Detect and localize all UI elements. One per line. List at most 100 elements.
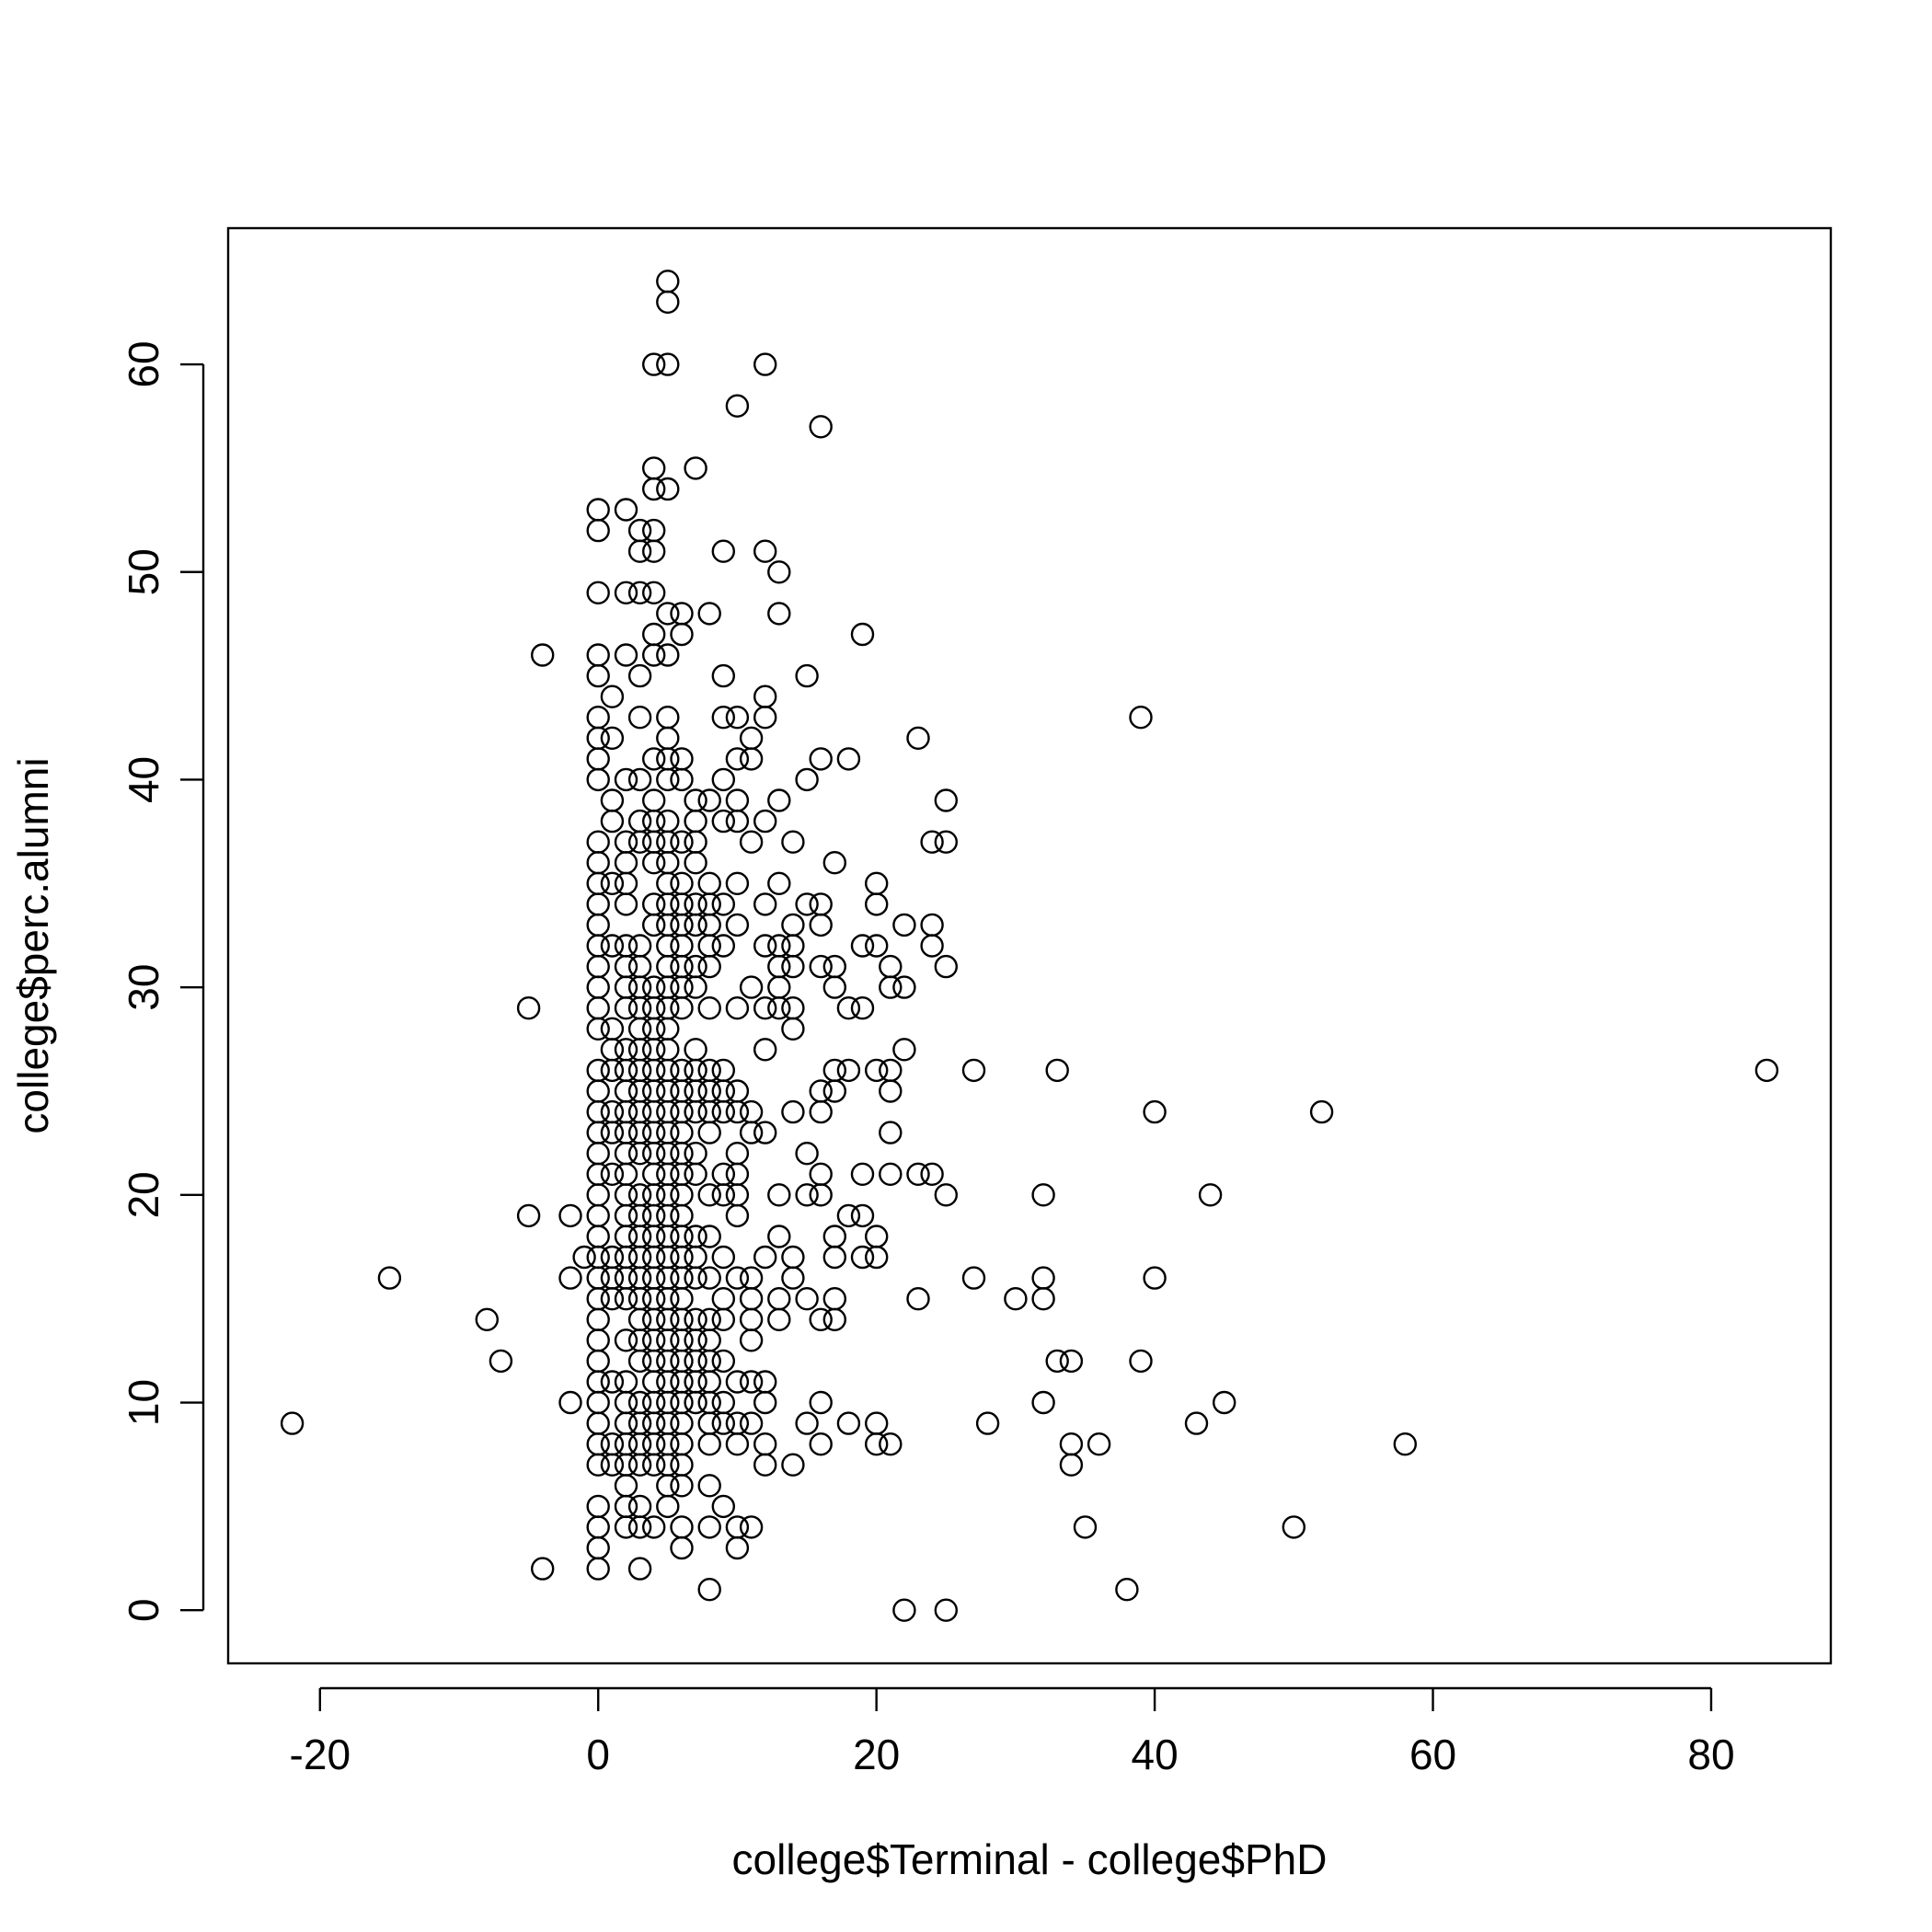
data-point	[489, 1349, 513, 1374]
data-point	[656, 352, 680, 376]
data-point	[795, 767, 819, 792]
data-point	[642, 643, 666, 667]
data-point	[767, 788, 791, 812]
data-point	[711, 1245, 735, 1270]
data-point	[850, 934, 875, 958]
data-point	[934, 788, 959, 812]
y-tick-label: 30	[120, 964, 167, 1011]
data-point	[781, 1099, 805, 1124]
data-point	[586, 1557, 610, 1581]
data-point	[558, 1390, 582, 1415]
data-point	[781, 830, 805, 854]
data-point	[711, 934, 735, 958]
data-point	[850, 995, 875, 1020]
data-point	[865, 1058, 889, 1083]
data-point	[684, 975, 707, 999]
data-point	[753, 809, 777, 834]
x-tick-label: 40	[1132, 1731, 1179, 1778]
data-point	[614, 1515, 638, 1539]
data-point	[614, 1328, 638, 1352]
data-point	[600, 1370, 625, 1394]
data-point	[600, 1058, 625, 1083]
data-point	[822, 851, 846, 875]
data-point	[600, 726, 625, 750]
data-point	[781, 954, 805, 979]
data-point	[767, 871, 791, 895]
data-point	[656, 1494, 680, 1519]
data-point	[1282, 1515, 1306, 1539]
data-point	[725, 1266, 750, 1290]
data-point	[1184, 1411, 1209, 1435]
data-point	[920, 934, 944, 958]
data-point	[739, 1328, 764, 1352]
data-point	[586, 663, 610, 688]
data-point	[822, 1245, 846, 1270]
data-point	[475, 1307, 499, 1332]
data-point	[642, 539, 666, 563]
data-point	[377, 1266, 402, 1290]
data-point	[809, 1183, 833, 1207]
data-point	[697, 602, 721, 626]
data-point	[614, 892, 638, 916]
data-point	[865, 1432, 889, 1456]
data-point	[739, 830, 764, 854]
data-point	[600, 934, 625, 958]
data-point	[1087, 1432, 1111, 1456]
data-point	[809, 1099, 833, 1124]
data-point	[879, 1121, 903, 1144]
data-point	[1129, 706, 1153, 730]
data-point	[711, 1099, 735, 1124]
data-point	[725, 1203, 750, 1228]
x-axis: -20 0 20 40 60 80	[290, 1686, 1735, 1778]
data-point	[809, 1432, 833, 1456]
data-point	[1143, 1266, 1167, 1290]
data-point	[642, 1515, 666, 1539]
data-point	[822, 1307, 846, 1332]
data-point	[670, 767, 694, 792]
data-point	[656, 643, 680, 667]
data-point	[627, 1515, 652, 1539]
data-point	[614, 995, 638, 1020]
data-point	[753, 1121, 777, 1144]
data-point	[809, 415, 833, 439]
data-point	[1115, 1577, 1139, 1602]
data-point	[753, 352, 777, 376]
data-point	[1754, 1058, 1779, 1083]
data-point	[586, 581, 610, 604]
data-point	[531, 1557, 555, 1581]
data-point	[1393, 1432, 1418, 1456]
data-point	[1129, 1349, 1153, 1374]
data-point	[1031, 1390, 1055, 1415]
y-axis: 0 10 20 30 40 50 60	[120, 340, 205, 1622]
x-tick-label: -20	[290, 1731, 351, 1778]
data-point	[961, 1266, 986, 1290]
data-point	[586, 767, 610, 792]
data-point	[850, 1162, 875, 1187]
data-point	[642, 477, 666, 501]
data-point	[753, 539, 777, 563]
data-point	[725, 1099, 750, 1124]
data-point	[670, 1535, 694, 1560]
data-point	[614, 1286, 638, 1311]
data-point	[795, 892, 819, 916]
data-point	[642, 1453, 666, 1477]
data-point	[781, 1017, 805, 1041]
data-point	[795, 1411, 819, 1435]
data-point	[614, 643, 638, 667]
data-point	[600, 1453, 625, 1477]
y-tick-label: 40	[120, 756, 167, 803]
data-point	[627, 1453, 652, 1477]
data-point	[725, 747, 750, 771]
data-point	[809, 1390, 833, 1415]
data-point	[1309, 1099, 1334, 1124]
data-point	[934, 1598, 959, 1622]
data-point	[614, 498, 638, 522]
data-point	[684, 1266, 707, 1290]
data-point	[600, 1162, 625, 1187]
data-point	[795, 1286, 819, 1311]
data-point	[781, 1453, 805, 1477]
data-point	[906, 726, 930, 750]
data-point	[614, 767, 638, 792]
data-point	[809, 913, 833, 937]
